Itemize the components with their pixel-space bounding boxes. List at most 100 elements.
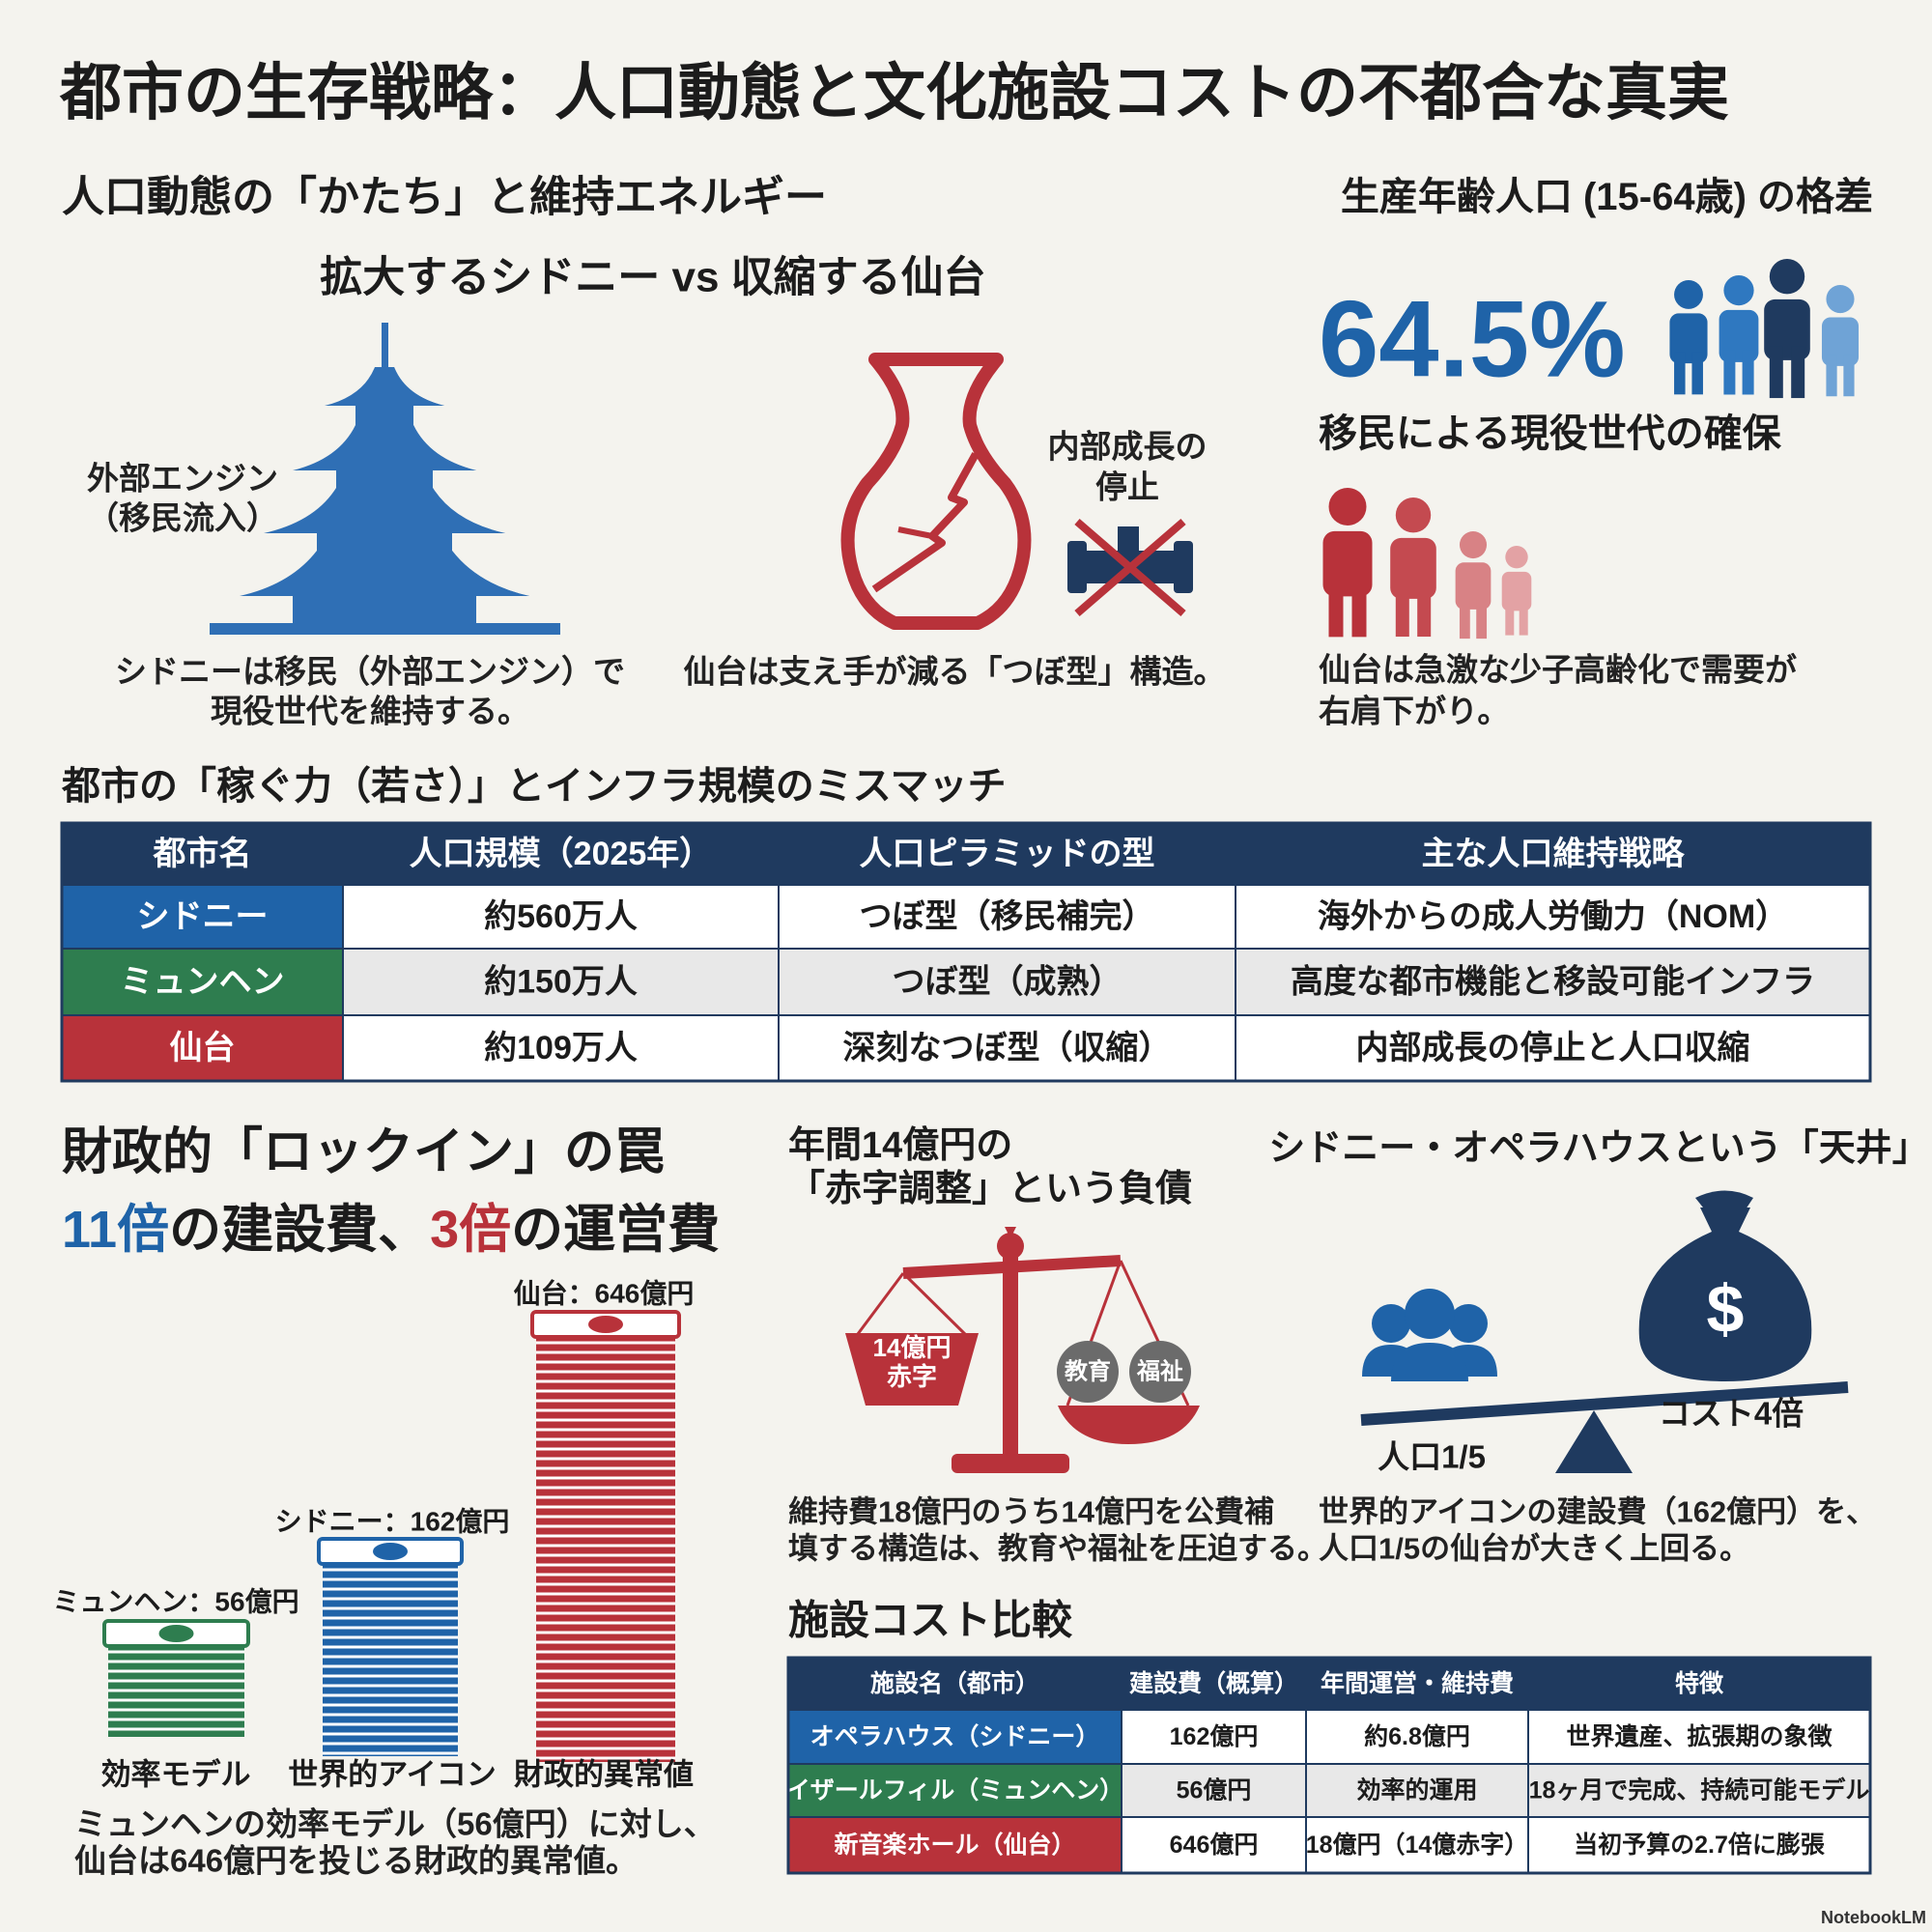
table-cell-bg [1305,1816,1529,1874]
table-cell-bg [1305,1709,1529,1765]
table-header-cell: 人口ピラミッドの型 [860,836,1155,872]
table-cell: イザールフィル（ミュンヘン） [786,1776,1124,1804]
table-cell: 仙台 [170,1030,236,1066]
table-cell: 646億円 [1170,1831,1259,1859]
block-title: シドニー・オペラハウスという「天井」 [1268,1128,1929,1169]
person [1764,298,1810,360]
stack-category: 効率モデル [101,1758,251,1792]
person [1691,352,1703,395]
table-header-cell: 建設費（概算） [1129,1669,1298,1697]
table-cell: 162億円 [1170,1722,1259,1750]
table-cell-bg [778,1014,1236,1082]
sendai-label: 停止 [1095,469,1159,505]
seesaw-label: 人口1/5 [1378,1439,1486,1475]
table-cell-bg [1527,1709,1871,1765]
person [1395,584,1409,638]
table-header-cell: 特徴 [1675,1670,1724,1697]
caption: 人口1/5の仙台が大きく上回る。 [1319,1532,1749,1566]
table-title: 施設コスト比較 [788,1598,1073,1643]
people-icon [1322,488,1532,639]
pan-label: 福祉 [1136,1359,1183,1385]
table-border [60,821,1872,1083]
caption: 維持費18億円のうち14億円を公費補 [788,1495,1274,1529]
balance-scale-icon [845,1227,1200,1473]
table-header-bg [62,823,1870,885]
table-cell: 深刻なつぼ型（収縮） [843,1029,1172,1066]
bill-symbol [588,1316,623,1333]
person [1476,599,1488,639]
person [1390,537,1436,599]
caption: 右肩下がり。 [1319,694,1509,729]
text: の運営費 [511,1201,720,1259]
table-cell: 内部成長の停止と人口収縮 [1356,1029,1750,1066]
highlight: 11倍 [62,1201,169,1259]
table-header-cell: 年間運営・維持費 [1321,1669,1514,1697]
person [1395,497,1432,533]
table-cell: つぼ型（成熟） [893,963,1122,1001]
people-icon [1669,259,1860,399]
block-title: 年間14億円の [788,1125,1012,1166]
sydney-label: （移民流入） [87,500,278,536]
bill-symbol [373,1543,408,1560]
stat-caption: 移民による現役世代の確保 [1319,412,1782,455]
page-title: 都市の生存戦略：人口動態と文化施設コストの不都合な真実 [59,58,1729,128]
table-header-cell: 都市名 [153,835,252,872]
caption: 仙台は急激な少子高齢化で需要が [1319,652,1797,688]
pan-label: 14億円 [873,1333,952,1362]
table-cell-bg [1305,1763,1529,1818]
person [1769,259,1805,295]
person [1501,571,1532,611]
table-cell: 18億円（14億赤字） [1306,1831,1529,1859]
table-cell-bg [61,948,344,1016]
table-cell-bg [61,1014,344,1082]
person [1505,546,1528,569]
table-cell: ミュンヘン [121,964,285,1001]
table-cell: オペラハウス（シドニー） [810,1722,1100,1750]
sydney-label: 外部エンジン [87,461,278,497]
table-cell: 世界遺産、拡張期の象徴 [1566,1722,1833,1750]
section-heading: 人口動態の「かたち」と維持エネルギー [62,174,827,221]
table-cell: つぼ型（移民補完） [860,897,1155,935]
table-cell: 当初予算の2.7倍に膨張 [1574,1831,1826,1859]
stack-category: 財政的異常値 [514,1758,694,1792]
person [1505,602,1515,636]
person [1351,582,1367,638]
person [1322,530,1373,597]
caption: ミュンヘンの効率モデル（56億円）に対し、 [74,1806,716,1842]
caption: 仙台は支え手が減る「つぼ型」構造。 [684,654,1226,690]
table-cell: 高度な都市機能と移設可能インフラ [1291,963,1815,1001]
table-cell: 海外からの成人労働力（NOM） [1318,897,1788,935]
table-header-cell: 主な人口維持戦略 [1422,836,1686,872]
money-stack [536,1333,675,1762]
person [1742,350,1754,395]
table-cell: 効率的運用 [1356,1776,1477,1804]
section-heading: 財政的「ロックイン」の罠 [62,1124,665,1180]
caption: 世界的アイコンの建設費（162億円）を、 [1319,1495,1876,1529]
stack-label: シドニー：162億円 [275,1507,510,1537]
table-cell: 約150万人 [484,964,638,1001]
pan-label: 赤字 [887,1362,937,1391]
table-cell: 約6.8億円 [1364,1722,1470,1750]
person [1459,599,1470,639]
table-cell: 約109万人 [484,1030,638,1066]
person [1826,285,1855,314]
sendai-label: 内部成長の [1048,429,1208,465]
table-cell: 18ヶ月で完成、持続可能モデル [1529,1776,1870,1804]
section-subheading: 11倍の建設費、3倍の運営費 [62,1201,720,1259]
stack-category: 世界的アイコン [288,1758,496,1792]
table-cell-bg [787,1816,1122,1874]
person [1769,346,1783,399]
pagoda-icon [210,323,560,635]
caption: シドニーは移民（外部エンジン）で [115,654,625,690]
stat-value: 64.5% [1319,279,1626,400]
block-title: 「赤字調整」という負債 [788,1169,1192,1209]
table-cell-bg [1235,948,1871,1016]
table-cell: 56億円 [1177,1776,1252,1804]
vase-icon [840,353,1032,630]
caption: 仙台は646億円を投じる財政的異常値。 [74,1843,638,1879]
caption: 現役世代を維持する。 [211,694,529,729]
